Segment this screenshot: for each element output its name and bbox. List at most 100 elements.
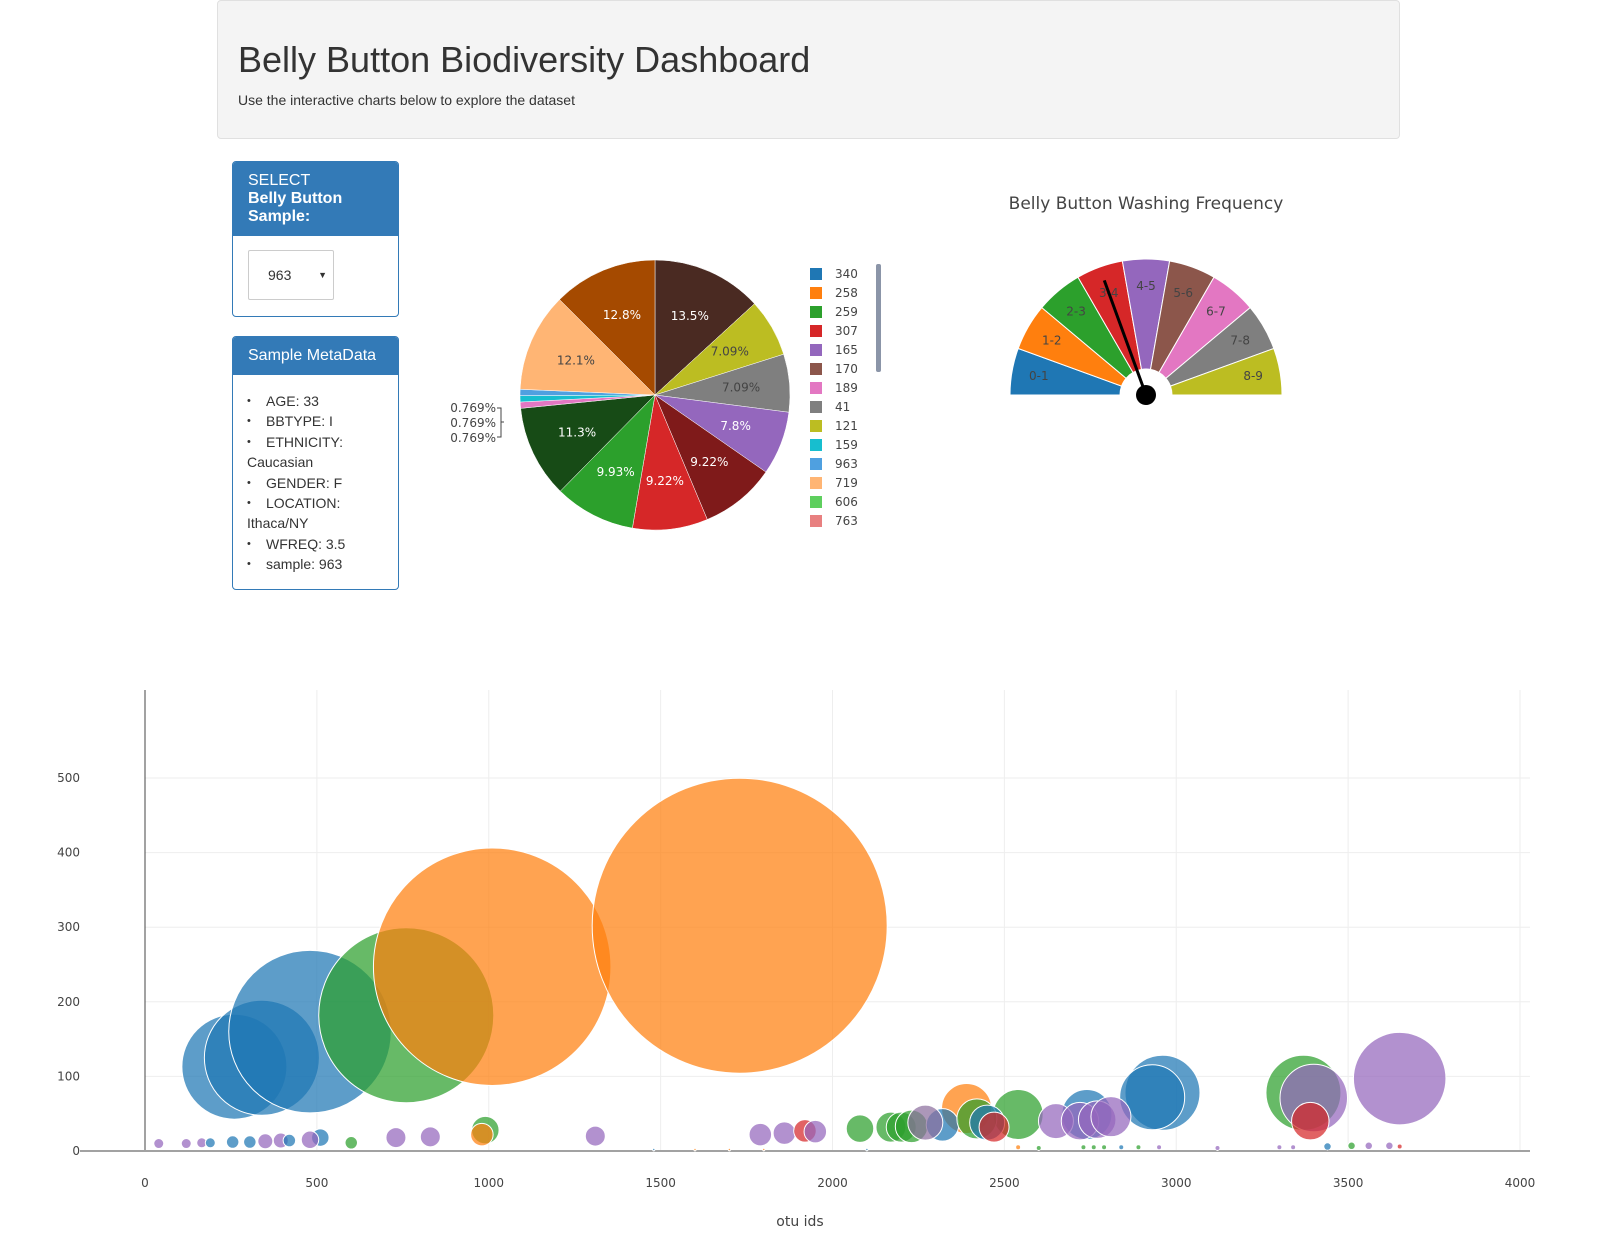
metadata-item: ETHNICITY: Caucasian [247, 432, 384, 473]
metadata-item: WFREQ: 3.5 [247, 534, 384, 555]
pie-legend-label: 121 [835, 419, 858, 433]
bubble-point [1385, 1141, 1394, 1151]
select-panel-heading: SELECT Belly Button Sample: [233, 162, 398, 236]
pie-small-label: 0.769% [450, 401, 496, 415]
x-tick-label: 3000 [1161, 1176, 1192, 1190]
x-tick-label: 2500 [989, 1176, 1020, 1190]
pie-legend-label: 307 [835, 324, 858, 338]
bubble-point [385, 1127, 407, 1149]
bubble-point [204, 1137, 216, 1149]
pie-chart: 13.5% 7.09% 7.09% 7.8% 9.22% 9.22% 9.93% 11.3% 1… [450, 259, 881, 531]
pie-legend-swatch [810, 268, 822, 280]
bubble-point [1347, 1141, 1356, 1151]
pie-legend-label: 41 [835, 400, 850, 414]
select-heading-line1: SELECT [248, 172, 311, 189]
bubble-point [257, 1133, 274, 1150]
pie-legend-swatch [810, 515, 822, 527]
y-tick-label: 0 [72, 1144, 80, 1158]
bubble-point [180, 1138, 192, 1150]
metadata-item: LOCATION: Ithaca/NY [247, 493, 384, 534]
bubble-point [693, 1147, 697, 1152]
bubble-point [153, 1138, 165, 1150]
bubble-point [1015, 1144, 1022, 1151]
bubble-point [1364, 1141, 1373, 1151]
bubble-point [803, 1119, 828, 1144]
metadata-item: AGE: 33 [247, 391, 384, 412]
bubble-point [762, 1147, 766, 1152]
pie-legend-swatch [810, 363, 822, 375]
y-tick-label: 400 [57, 846, 80, 860]
sample-select[interactable]: 963 ▼ [248, 250, 334, 300]
bubble-point [372, 847, 612, 1086]
header-jumbotron: Belly Button Biodiversity Dashboard Use … [217, 0, 1400, 139]
page-subtitle: Use the interactive charts below to expl… [238, 92, 575, 108]
gauge-needle-hub [1136, 385, 1156, 405]
pie-slice [520, 394, 656, 492]
pie-legend-swatch [810, 477, 822, 489]
bubble-point [591, 777, 888, 1074]
bubble-point [344, 1136, 358, 1150]
bubble-point [300, 1130, 320, 1150]
bubble-point [1135, 1144, 1142, 1151]
y-tick-label: 100 [57, 1069, 80, 1083]
bubble-point [1276, 1144, 1283, 1151]
pie-legend-label: 259 [835, 305, 858, 319]
gauge-segment-label: 4-5 [1136, 279, 1156, 293]
select-heading-line3: Sample: [248, 208, 311, 225]
metadata-item: BBTYPE: I [247, 411, 384, 432]
gauge-segment-label: 8-9 [1243, 369, 1263, 383]
select-panel: SELECT Belly Button Sample: 963 ▼ [232, 161, 399, 317]
pie-legend-label: 170 [835, 362, 858, 376]
bubble-point [845, 1114, 875, 1143]
pie-slice-label: 9.22% [690, 455, 728, 469]
pie-slice-label: 12.8% [603, 308, 641, 322]
bubble-point [1214, 1145, 1221, 1152]
pie-legend-label: 189 [835, 381, 858, 395]
select-heading-line2: Belly Button [248, 190, 343, 207]
chevron-down-icon: ▼ [318, 270, 327, 280]
pie-legend-label: 340 [835, 267, 858, 281]
pie-slice-label: 13.5% [671, 309, 709, 323]
bubble-point [1323, 1142, 1332, 1151]
gauge-segment-label: 6-7 [1206, 305, 1226, 319]
y-tick-label: 300 [57, 920, 80, 934]
pie-slice-label: 7.8% [720, 419, 751, 433]
bubble-chart: 0 500 1000 1500 2000 2500 3000 3500 4000 0 100 200 3… [57, 690, 1535, 1230]
bubble-point [1156, 1144, 1163, 1151]
bubble-point [652, 1147, 656, 1152]
x-tick-label: 3500 [1333, 1176, 1364, 1190]
sample-select-value: 963 [268, 267, 292, 283]
x-tick-label: 1500 [645, 1176, 676, 1190]
pie-legend-label: 159 [835, 438, 858, 452]
pie-slice-label: 11.3% [558, 425, 596, 439]
pie-legend-label: 963 [835, 457, 858, 471]
bubble-point [1090, 1144, 1097, 1151]
pie-small-label: 0.769% [450, 431, 496, 445]
gauge-segment-label: 2-3 [1066, 305, 1086, 319]
bubble-point [907, 1104, 944, 1141]
bubble-point [470, 1122, 494, 1147]
pie-legend-label: 165 [835, 343, 858, 357]
pie-legend-label: 763 [835, 514, 858, 528]
bubble-point [1119, 1064, 1186, 1131]
bubble-point [419, 1126, 441, 1148]
pie-slice-label: 7.09% [722, 380, 760, 394]
pie-legend-swatch [810, 382, 822, 394]
gauge-chart: Belly Button Washing Frequency0-11-22-33… [1009, 194, 1283, 405]
x-tick-label: 1000 [473, 1176, 504, 1190]
gauge-segment-label: 7-8 [1230, 334, 1250, 348]
pie-slice-label: 7.09% [711, 345, 749, 359]
pie-legend-swatch [810, 439, 822, 451]
pie-slice-label: 12.1% [557, 353, 595, 367]
x-tick-label: 2000 [817, 1176, 848, 1190]
bubble-point [1396, 1143, 1403, 1150]
bubble-point [1290, 1144, 1297, 1151]
pie-slice [654, 259, 755, 396]
bubble-point [1090, 1096, 1132, 1138]
pie-legend-label: 606 [835, 495, 858, 509]
pie-slice [519, 299, 656, 396]
pie-slice [559, 394, 656, 529]
bubble-point [748, 1122, 773, 1147]
metadata-list: AGE: 33 BBTYPE: I ETHNICITY: Caucasian G… [233, 375, 398, 589]
pie-legend-swatch [810, 496, 822, 508]
